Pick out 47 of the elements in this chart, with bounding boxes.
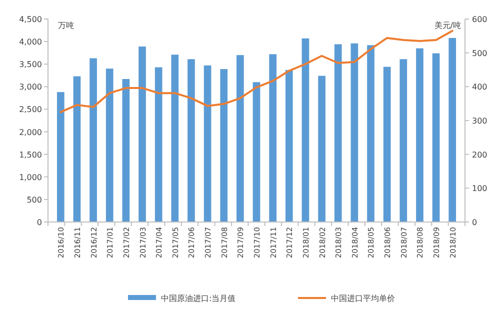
legend-label: 中国原油进口:当月值 — [161, 294, 236, 303]
y-tick-label: 1,000 — [19, 172, 42, 182]
y-tick-label: 3,500 — [19, 60, 42, 70]
bar — [383, 66, 391, 222]
y-tick-label: 4,500 — [19, 15, 42, 24]
bar — [252, 82, 260, 222]
bar — [90, 58, 97, 222]
bar — [188, 59, 195, 222]
y-tick-label: 500 — [26, 195, 42, 204]
bar — [318, 76, 326, 222]
y2-tick-label: 200 — [472, 150, 488, 160]
y-tick-label: 0 — [36, 218, 42, 227]
bar — [106, 68, 114, 222]
bar — [367, 45, 374, 222]
y-tick-label: 2,500 — [19, 105, 42, 114]
bar — [122, 79, 130, 222]
bar — [56, 92, 64, 222]
y2-axis-title: 美元/吨 — [434, 21, 461, 30]
y-tick-label: 4,000 — [19, 38, 42, 47]
y2-tick-label: 100 — [472, 184, 488, 194]
legend-label: 中国进口平均单价 — [331, 294, 395, 303]
bar — [400, 59, 408, 222]
y2-tick-label: 300 — [472, 116, 488, 126]
line-series — [60, 30, 454, 114]
bar — [416, 48, 424, 222]
bar — [302, 38, 310, 222]
bar — [138, 46, 146, 222]
y2-tick-label: 400 — [472, 82, 488, 92]
bar — [285, 70, 293, 222]
y2-tick-label: 0 — [472, 218, 478, 227]
bar — [220, 69, 228, 222]
bar — [154, 67, 162, 222]
y-tick-label: 1,500 — [19, 150, 42, 160]
bar — [448, 38, 456, 222]
y2-tick-label: 600 — [472, 15, 488, 24]
y-tick-label: 3,000 — [19, 82, 42, 92]
bar — [204, 65, 212, 222]
y2-tick-label: 500 — [472, 48, 488, 58]
y-tick-label: 2,000 — [19, 128, 42, 137]
bar — [334, 44, 342, 222]
bar — [269, 54, 276, 222]
bar — [73, 76, 81, 222]
bar — [432, 53, 440, 222]
bar — [350, 43, 358, 222]
bar — [171, 54, 179, 222]
y-axis-title: 万吨 — [58, 21, 74, 30]
bar — [236, 55, 244, 222]
